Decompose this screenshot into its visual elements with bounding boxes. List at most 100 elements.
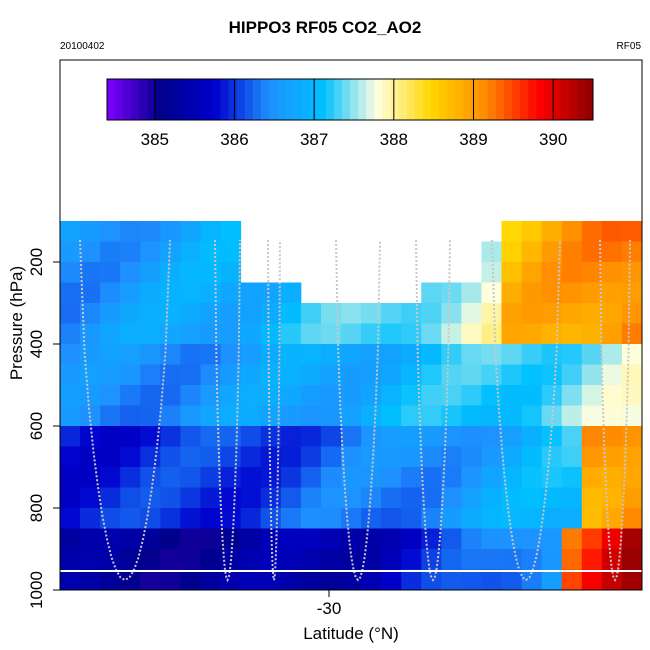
heatmap-cell	[100, 221, 121, 242]
colorbar-swatch	[293, 79, 302, 120]
heatmap-cell	[581, 262, 603, 283]
heatmap-cell	[120, 549, 141, 570]
heatmap-cell	[300, 405, 322, 427]
heatmap-cell	[621, 549, 643, 570]
heatmap-cell	[300, 344, 322, 365]
flight-track-line	[214, 239, 241, 583]
heatmap-cell	[541, 569, 563, 591]
heatmap-cell	[300, 487, 322, 509]
heatmap-cell	[320, 508, 342, 529]
heatmap-cell	[240, 385, 262, 406]
heatmap-cell	[260, 323, 282, 345]
heatmap-cell	[60, 528, 81, 550]
heatmap-cell	[60, 446, 81, 468]
heatmap-cell	[621, 344, 643, 365]
heatmap-cell	[581, 385, 603, 406]
heatmap-cell	[381, 508, 402, 529]
heatmap-cell	[120, 528, 141, 550]
heatmap-cell	[180, 344, 201, 365]
heatmap-cell	[621, 405, 643, 427]
heatmap-cell	[461, 549, 482, 570]
colorbar-swatch	[107, 79, 116, 120]
colorbar-swatch	[212, 79, 221, 120]
heatmap-cell	[240, 405, 262, 427]
heatmap-cell	[561, 344, 583, 365]
heatmap-cell	[160, 262, 181, 283]
colorbar-swatch	[406, 79, 416, 120]
heatmap-cell	[381, 528, 402, 550]
heatmap-cell	[361, 528, 382, 550]
heatmap-cell	[140, 467, 161, 488]
heatmap-cell	[541, 221, 563, 242]
heatmap-cell	[521, 487, 543, 509]
heatmap-cell	[320, 446, 342, 468]
heatmap-cell	[120, 241, 141, 263]
heatmap-cell	[200, 385, 222, 406]
heatmap-cell	[220, 364, 242, 386]
heatmap-cell	[501, 446, 523, 468]
heatmap-cell	[260, 426, 282, 447]
heatmap-cell	[541, 323, 563, 345]
heatmap-cell	[561, 487, 583, 509]
heatmap-cell	[240, 364, 262, 386]
heatmap-cell	[401, 467, 422, 488]
heatmap-cell	[60, 487, 81, 509]
heatmap-cell	[521, 303, 543, 324]
heatmap-cell	[621, 303, 643, 324]
heatmap-cell	[621, 508, 643, 529]
heatmap-cell	[401, 569, 422, 591]
heatmap-cell	[561, 569, 583, 591]
heatmap-cell	[220, 262, 242, 283]
heatmap-cell	[601, 549, 623, 570]
heatmap-cell	[140, 221, 161, 242]
heatmap-cell	[200, 549, 222, 570]
heatmap-cell	[60, 344, 81, 365]
heatmap-cell	[501, 303, 523, 324]
heatmap-cell	[180, 405, 201, 427]
colorbar-swatch	[560, 79, 570, 120]
heatmap-cell	[200, 241, 222, 263]
heatmap-cell	[160, 405, 181, 427]
heatmap-cell	[401, 344, 422, 365]
heatmap-cell	[401, 426, 422, 447]
heatmap-cell	[621, 262, 643, 283]
heatmap-cell	[260, 569, 282, 591]
heatmap-cell	[320, 467, 342, 488]
heatmap-cell	[381, 487, 402, 509]
heatmap-cell	[100, 323, 121, 345]
colorbar-swatch	[487, 79, 497, 120]
heatmap-cell	[621, 282, 643, 304]
heatmap-cell	[401, 405, 422, 427]
heatmap-cell	[561, 282, 583, 304]
heatmap-cell	[581, 467, 603, 488]
heatmap-cell	[401, 303, 422, 324]
heatmap-cell	[80, 549, 101, 570]
heatmap-cell	[80, 262, 101, 283]
heatmap-cell	[461, 323, 482, 345]
heatmap-cell	[381, 344, 402, 365]
heatmap-cell	[441, 528, 462, 550]
heatmap-cell	[80, 487, 101, 509]
heatmap-cell	[581, 569, 603, 591]
heatmap-cell	[361, 446, 382, 468]
colorbar-swatch	[301, 79, 310, 120]
heatmap-cell	[601, 405, 623, 427]
colorbar-swatch	[439, 79, 448, 120]
heatmap-cell	[60, 569, 81, 591]
heatmap-cell	[120, 467, 141, 488]
heatmap-cell	[260, 303, 282, 324]
heatmap-cell	[200, 323, 222, 345]
heatmap-cell	[280, 508, 302, 529]
heatmap-cell	[521, 364, 543, 386]
heatmap-cell	[80, 323, 101, 345]
heatmap-cell	[461, 303, 482, 324]
heatmap-cell	[461, 446, 482, 468]
heatmap-cell	[100, 508, 121, 529]
heatmap-cell	[501, 282, 523, 304]
colorbar-tick-label: 389	[459, 130, 487, 149]
heatmap-cell	[120, 446, 141, 468]
heatmap-cell	[601, 487, 623, 509]
heatmap-cell	[481, 303, 503, 324]
heatmap-cell	[60, 241, 81, 263]
heatmap-cell	[521, 344, 543, 365]
